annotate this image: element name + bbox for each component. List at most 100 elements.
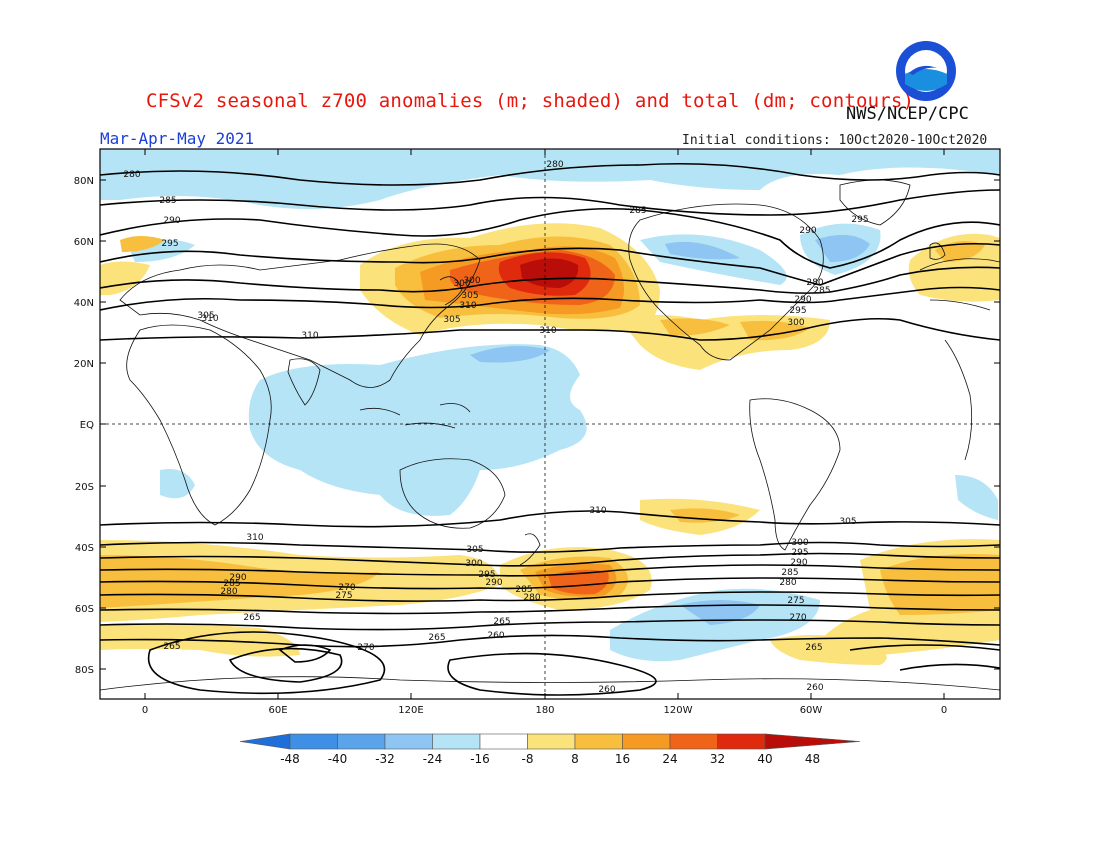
colorbar: -48 -40 -32 -24 -16 -8 8 16 24 32 40 48 — [239, 733, 861, 766]
lon-label: 0 — [142, 705, 148, 716]
contour-label: 285 — [781, 568, 798, 578]
colorbar-label: 32 — [710, 752, 725, 766]
contour-label: 290 — [163, 216, 180, 226]
colorbar-label: 48 — [805, 752, 820, 766]
lon-label: 120E — [398, 705, 423, 716]
height-contours — [100, 162, 1000, 696]
contour-label: 265 — [243, 613, 260, 623]
contour-label: 265 — [805, 643, 822, 653]
colorbar-swatch — [432, 733, 481, 750]
contour-label: 295 — [851, 215, 868, 225]
colorbar-swatch — [337, 733, 386, 750]
contour-label: 275 — [335, 591, 352, 601]
colorbar-swatch — [669, 733, 718, 750]
longitude-axis: 0 60E 120E 180 120W 60W 0 — [142, 149, 947, 716]
contour-label: 300 — [791, 538, 808, 548]
colorbar-swatch — [384, 733, 433, 750]
contour-label: 300 — [463, 276, 480, 286]
colorbar-swatch — [527, 733, 576, 750]
contour-label: 285 — [515, 585, 532, 595]
lat-label: 40S — [75, 543, 94, 554]
contour-label: 280 — [523, 593, 540, 603]
noaa-logo-text: NOAA — [912, 56, 941, 66]
contour-label: 305 — [839, 517, 856, 527]
contour-label: 285 — [223, 579, 240, 589]
contour-label: 260 — [487, 631, 504, 641]
colorbar-swatch — [479, 733, 528, 750]
contour-label: 290 — [790, 558, 807, 568]
contour-label: 295 — [789, 306, 806, 316]
colorbar-label: 8 — [571, 752, 579, 766]
colorbar-swatch — [622, 733, 671, 750]
colorbar-swatch — [289, 733, 338, 750]
contour-label: 310 — [539, 326, 556, 336]
colorbar-label: 24 — [662, 752, 677, 766]
contour-label: 265 — [163, 642, 180, 652]
contour-label: 265 — [493, 617, 510, 627]
contour-label: 310 — [301, 331, 318, 341]
lon-label: 180 — [535, 705, 554, 716]
contour-label: 300 — [787, 318, 804, 328]
lon-label: 60E — [268, 705, 287, 716]
colorbar-left-arrow — [239, 733, 291, 750]
lat-label: EQ — [80, 420, 94, 431]
agency-label: NWS/NCEP/CPC — [846, 104, 969, 124]
contour-label: 310 — [246, 533, 263, 543]
colorbar-label: -8 — [522, 752, 534, 766]
colorbar-label: -32 — [375, 752, 395, 766]
lat-label: 20N — [74, 359, 94, 370]
contour-label: 290 — [229, 573, 246, 583]
colorbar-label: -16 — [470, 752, 490, 766]
contour-label: 285 — [813, 286, 830, 296]
contour-label: 270 — [338, 583, 355, 593]
contour-label: 305 — [443, 315, 460, 325]
lat-label: 60N — [74, 237, 94, 248]
colorbar-label: 16 — [615, 752, 630, 766]
contour-label: 310 — [459, 301, 476, 311]
colorbar-swatch — [717, 733, 766, 750]
lon-label: 120W — [664, 705, 693, 716]
lat-label: 20S — [75, 482, 94, 493]
lon-label: 60W — [800, 705, 823, 716]
contour-label: 280 — [123, 170, 140, 180]
contour-label: 265 — [428, 633, 445, 643]
coastlines — [100, 179, 1000, 691]
contour-label: 275 — [787, 596, 804, 606]
contour-label: 295 — [161, 239, 178, 249]
colorbar-label: -24 — [423, 752, 443, 766]
contour-label: 310 — [201, 314, 218, 324]
colorbar-label: -40 — [328, 752, 348, 766]
contour-label: 300 — [465, 559, 482, 569]
contour-label: 280 — [220, 587, 237, 597]
colorbar-right-arrow — [764, 733, 861, 750]
contour-label: 305 — [461, 291, 478, 301]
forecast-period: Mar-Apr-May 2021 — [100, 129, 255, 148]
contour-label: 290 — [794, 295, 811, 305]
colorbar-label: -48 — [280, 752, 300, 766]
colorbar-swatch — [574, 733, 623, 750]
initial-conditions: Initial conditions: 10Oct2020-10Oct2020 — [682, 133, 988, 148]
contour-label: 295 — [791, 548, 808, 558]
contour-label: 270 — [789, 613, 806, 623]
contour-label: 280 — [806, 278, 823, 288]
lat-label: 40N — [74, 298, 94, 309]
contour-label: 280 — [779, 578, 796, 588]
contour-label: 285 — [629, 206, 646, 216]
lat-label: 80S — [75, 665, 94, 676]
lat-label: 80N — [74, 176, 94, 187]
contour-label: 285 — [159, 196, 176, 206]
contour-labels: 2802852902953003053102802852902953003053… — [123, 160, 868, 695]
noaa-logo-icon: NOAA — [896, 41, 956, 101]
contour-label: 305 — [197, 311, 214, 321]
contour-label: 300 — [453, 279, 470, 289]
contour-label: 295 — [478, 570, 495, 580]
latitude-axis: 80N 60N 40N 20N EQ 20S 40S 60S 80S — [74, 176, 1000, 676]
contour-label: 290 — [799, 226, 816, 236]
contour-label: 260 — [806, 683, 823, 693]
contour-label: 310 — [589, 506, 606, 516]
lon-label: 0 — [941, 705, 947, 716]
colorbar-label: 40 — [757, 752, 772, 766]
lat-label: 60S — [75, 604, 94, 615]
contour-label: 290 — [485, 578, 502, 588]
contour-label: 305 — [466, 545, 483, 555]
